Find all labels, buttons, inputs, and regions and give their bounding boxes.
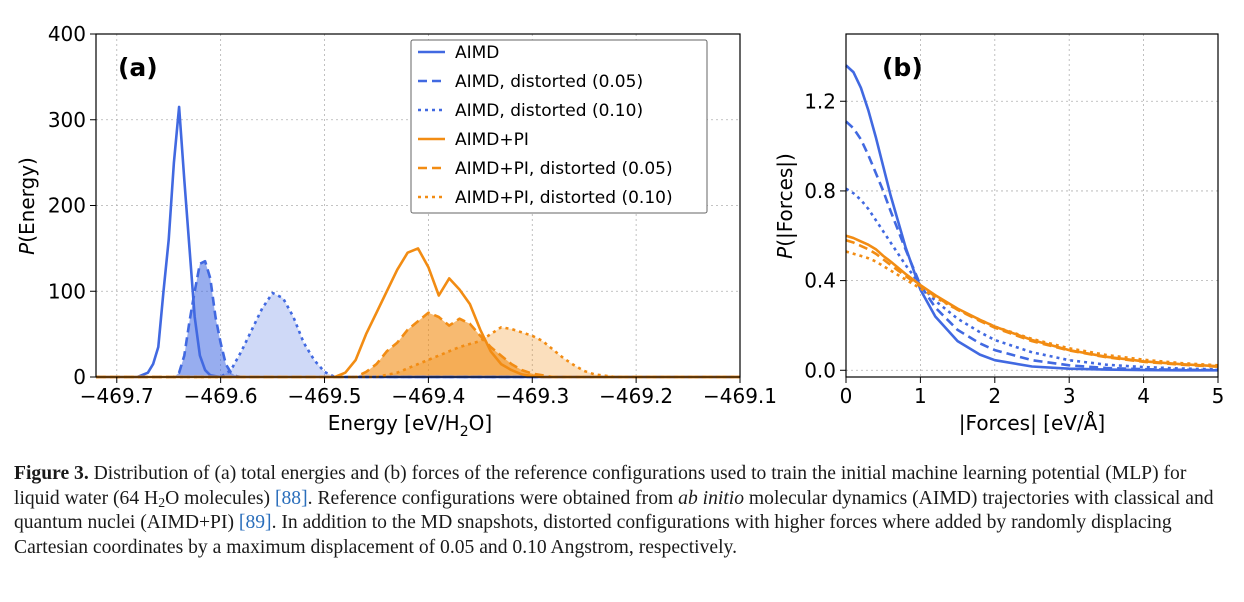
- series-line-4: [96, 311, 740, 379]
- panel-a-ticks: −469.7 −469.6 −469.5 −469.4 −469.3 −469.2 −469…: [48, 22, 777, 408]
- legend-frame: [410, 39, 708, 214]
- y-tick-label: 200: [48, 194, 86, 218]
- caption-text: . Reference configurations were obtained…: [307, 487, 679, 509]
- x-tick-label: −469.4: [391, 384, 465, 408]
- legend-entry-label: AIMD, distorted (0.10): [455, 101, 643, 121]
- panel-a-area-fills: [96, 261, 740, 377]
- y-tick-label: 0.4: [804, 269, 836, 293]
- panel-b-plot-frame: [845, 33, 1219, 378]
- panel-a-xlabel: Energy [eV/H2O]: [328, 411, 492, 440]
- panel-a-label: (a): [118, 53, 158, 82]
- panel-a-ylabel: P(Energy): [15, 157, 39, 255]
- caption-subscript: 2: [158, 494, 166, 510]
- panel-b-xlabel: |Forces| [eV/Å]: [959, 411, 1105, 435]
- x-tick-label: 2: [988, 384, 1001, 408]
- series-line-0: [845, 64, 1218, 372]
- series-line-5: [845, 250, 1219, 367]
- series-area-fill-4: [96, 312, 740, 377]
- y-tick-label: 0.8: [804, 179, 836, 203]
- caption-text: O molecules): [165, 487, 275, 509]
- y-tick-label: 0: [73, 365, 86, 389]
- y-tick-label: 1.2: [804, 89, 836, 113]
- series-area-fill-5: [96, 327, 740, 377]
- panel-b-ticks: 0 1 2 3 4 5 0.0 0.4 0.8 1.2: [804, 89, 1224, 408]
- legend-entry-label: AIMD+PI: [455, 130, 529, 150]
- figure-caption: Figure 3. Distribution of (a) total ener…: [14, 462, 1234, 560]
- caption-text: Distribution of (a) total energies and (…: [14, 463, 1187, 509]
- y-tick-label: 100: [48, 279, 86, 303]
- series-line-3: [96, 247, 740, 379]
- x-tick-label: 0: [840, 384, 853, 408]
- series-line-1: [96, 259, 740, 379]
- caption-reference-link[interactable]: [88]: [274, 487, 308, 509]
- legend-entry-label: AIMD, distorted (0.05): [455, 72, 643, 92]
- x-tick-label: −469.3: [495, 384, 569, 408]
- legend-entry-label: AIMD+PI, distorted (0.05): [455, 159, 673, 179]
- series-line-2: [845, 187, 1219, 371]
- x-tick-label: 5: [1212, 384, 1225, 408]
- caption-reference-link[interactable]: [89]: [238, 512, 272, 534]
- panel-a-series-lines: [96, 105, 740, 379]
- caption-text: . In addition to the MD snapshots, disto…: [14, 512, 1172, 558]
- legend-entry-label: AIMD+PI, distorted (0.10): [455, 188, 673, 208]
- panel-b-ylabel: P(|Forces|): [773, 153, 797, 259]
- caption-italic-text: ab initio: [678, 487, 745, 509]
- panel-b-series-lines: [845, 64, 1219, 372]
- legend-entry-label: AIMD: [455, 43, 499, 63]
- series-line-3: [845, 234, 1219, 368]
- series-line-2: [96, 291, 740, 379]
- x-tick-label: 4: [1137, 384, 1150, 408]
- x-tick-label: −469.7: [80, 384, 154, 408]
- panel-b-label: (b): [882, 53, 923, 82]
- series-area-fill-2: [96, 293, 740, 377]
- x-tick-label: 1: [914, 384, 927, 408]
- figure: −469.7 −469.6 −469.5 −469.4 −469.3 −469.2 −469…: [15, 22, 1224, 440]
- y-tick-label: 300: [48, 108, 86, 132]
- series-line-0: [96, 105, 740, 379]
- panel-b-force-distribution: 0 1 2 3 4 5 0.0 0.4 0.8 1.2 (b) |Forces| [eV/Å] P…: [773, 33, 1224, 435]
- panel-b-grid: [845, 34, 1219, 377]
- caption-text: molecular dynamics (AIMD) trajectories w…: [14, 487, 1214, 534]
- x-tick-label: −469.1: [703, 384, 777, 408]
- x-tick-label: −469.6: [184, 384, 258, 408]
- y-tick-label: 0.0: [804, 358, 836, 382]
- panel-a-energy-distribution: −469.7 −469.6 −469.5 −469.4 −469.3 −469.2 −469…: [15, 22, 777, 440]
- y-tick-label: 400: [48, 22, 86, 46]
- series-line-4: [845, 238, 1219, 368]
- caption-figure-label: Figure 3.: [14, 463, 89, 484]
- x-tick-label: −469.5: [288, 384, 362, 408]
- panel-a-legend: AIMD AIMD, distorted (0.05) AIMD, distorte…: [410, 39, 708, 214]
- x-tick-label: 3: [1063, 384, 1076, 408]
- series-line-1: [845, 120, 1219, 372]
- x-tick-label: −469.2: [599, 384, 673, 408]
